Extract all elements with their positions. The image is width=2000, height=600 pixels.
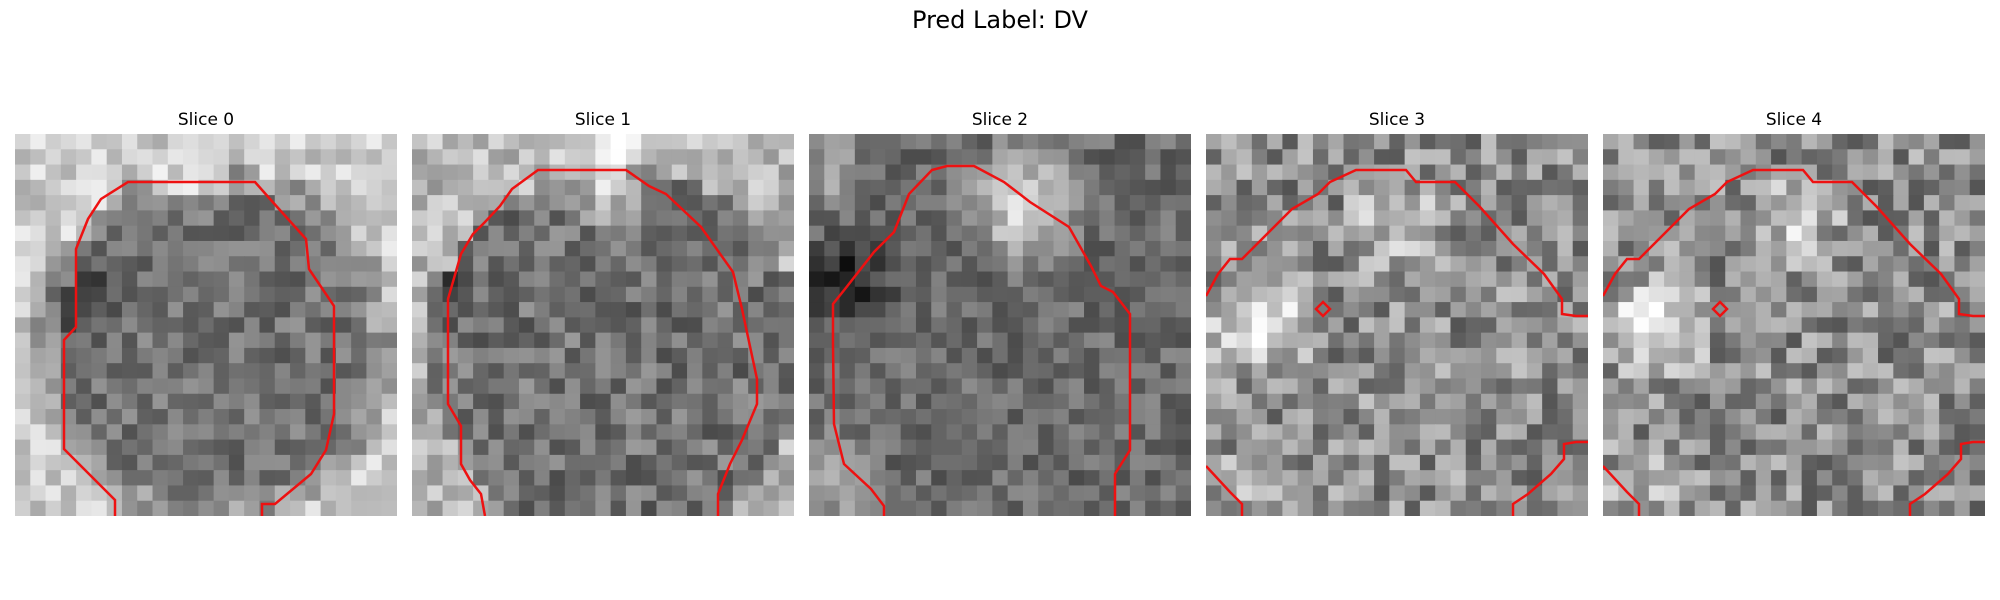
segmentation-contour — [1603, 465, 1641, 516]
slice-panel-0: Slice 0 — [15, 108, 397, 516]
slice-panel-1: Slice 1 — [412, 108, 794, 516]
slice-title-0: Slice 0 — [177, 110, 235, 130]
slice-image-1 — [412, 134, 794, 516]
slice-pixels-0 — [15, 134, 397, 516]
slice-title-3: Slice 3 — [1368, 110, 1426, 130]
slice-panel-4: Slice 4 — [1603, 108, 1985, 516]
slice-image-4 — [1603, 134, 1985, 516]
segmentation-contour — [1603, 168, 1985, 318]
segmentation-contour — [1908, 440, 1985, 516]
segmentation-contour — [446, 168, 759, 516]
segmentation-contour — [831, 164, 1132, 516]
slice-image-0 — [15, 134, 397, 516]
slice-pixels-3 — [1206, 134, 1588, 516]
slice-title-4: Slice 4 — [1765, 110, 1823, 130]
segmentation-contour — [1511, 440, 1588, 516]
slice-panel-2: Slice 2 — [809, 108, 1191, 516]
slice-pixels-4 — [1603, 134, 1985, 516]
figure-title: Pred Label: DV — [912, 6, 1088, 34]
segmentation-contour — [62, 180, 336, 516]
slice-image-2 — [809, 134, 1191, 516]
segmentation-contour — [1711, 300, 1729, 318]
slice-title-2: Slice 2 — [971, 110, 1029, 130]
segmentation-contour — [1206, 168, 1588, 318]
segmentation-contour — [1206, 465, 1244, 516]
slice-title-1: Slice 1 — [574, 110, 632, 130]
segmentation-contour — [1314, 300, 1332, 318]
slice-pixels-1 — [412, 134, 794, 516]
slice-image-3 — [1206, 134, 1588, 516]
slice-panel-3: Slice 3 — [1206, 108, 1588, 516]
slice-pixels-2 — [809, 134, 1191, 516]
